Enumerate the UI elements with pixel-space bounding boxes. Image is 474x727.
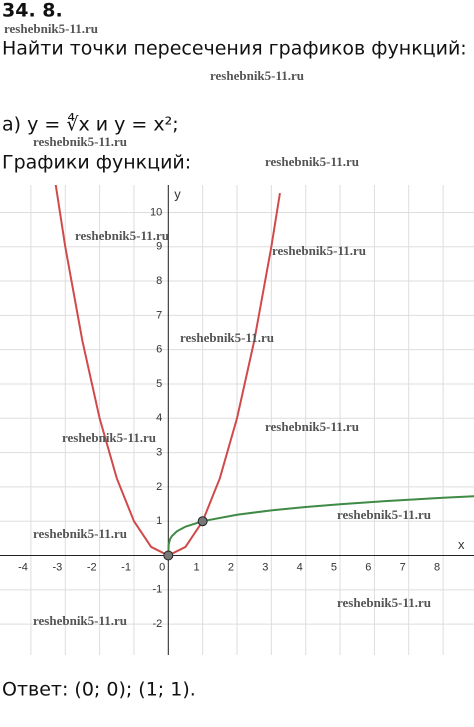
x-tick-label: 3 <box>262 561 268 573</box>
y-tick-label: 6 <box>156 344 162 356</box>
x-tick-label: -4 <box>18 561 28 573</box>
task-text: Найти точки пересечения графиков функций… <box>2 38 467 60</box>
y-tick-label: 7 <box>156 309 162 321</box>
y-axis-label: y <box>174 186 181 201</box>
watermark: reshebnik5-11.ru <box>180 330 274 345</box>
x-tick-label: 2 <box>228 561 234 573</box>
x-tick-label: 1 <box>194 561 200 573</box>
y-tick-label: 9 <box>156 241 162 253</box>
part-a: а) y = ∜x и y = x²; <box>2 113 179 136</box>
x-tick-label: 5 <box>331 561 337 573</box>
watermark: reshebnik5-11.ru <box>62 430 156 445</box>
watermark: reshebnik5-11.ru <box>265 419 359 434</box>
y-tick-label: -2 <box>153 618 163 630</box>
answer: Ответ: (0; 0); (1; 1). <box>2 679 196 701</box>
y-tick-label: 5 <box>156 378 162 390</box>
y-tick-label: 8 <box>156 275 162 287</box>
x-tick-label: 0 <box>159 561 165 573</box>
intersection-point <box>163 550 174 561</box>
x-tick-label: 4 <box>297 561 303 573</box>
y-tick-label: 2 <box>156 481 162 493</box>
watermark: reshebnik5-11.ru <box>75 228 169 243</box>
x-axis-label: x <box>458 537 465 552</box>
curve <box>167 495 474 556</box>
watermark: reshebnik5-11.ru <box>33 134 127 149</box>
curve <box>54 185 281 557</box>
task-number: 34. 8. <box>2 0 63 22</box>
y-tick-label: 4 <box>156 412 162 424</box>
x-tick-label: -2 <box>87 561 97 573</box>
y-tick-label: 1 <box>156 515 162 527</box>
watermark: reshebnik5-11.ru <box>210 68 304 83</box>
watermark: reshebnik5-11.ru <box>272 243 366 258</box>
x-tick-label: -3 <box>52 561 62 573</box>
intersection-point <box>197 516 208 527</box>
y-tick-label: -1 <box>153 584 163 596</box>
watermark: reshebnik5-11.ru <box>33 526 127 541</box>
watermark: reshebnik5-11.ru <box>4 21 98 36</box>
watermark: reshebnik5-11.ru <box>337 595 431 610</box>
x-tick-label: -1 <box>121 561 131 573</box>
x-tick-label: 8 <box>434 561 440 573</box>
curves <box>54 185 474 557</box>
y-tick-label: 10 <box>150 206 162 218</box>
y-tick-label: 3 <box>156 446 162 458</box>
watermark: reshebnik5-11.ru <box>33 613 127 628</box>
chart: -4 -3 -2 -1 0 1 2 3 4 5 6 7 8 -2 -1 1 2 3 4 5 6 7 8 9 10 x y <box>0 185 474 655</box>
watermark: reshebnik5-11.ru <box>337 507 431 522</box>
watermarks: reshebnik5-11.ru reshebnik5-11.ru reshebni… <box>33 228 431 628</box>
graphs-title: Графики функций: <box>2 152 191 174</box>
x-tick-label: 7 <box>400 561 406 573</box>
x-tick-label: 6 <box>365 561 371 573</box>
watermark: reshebnik5-11.ru <box>265 154 359 169</box>
